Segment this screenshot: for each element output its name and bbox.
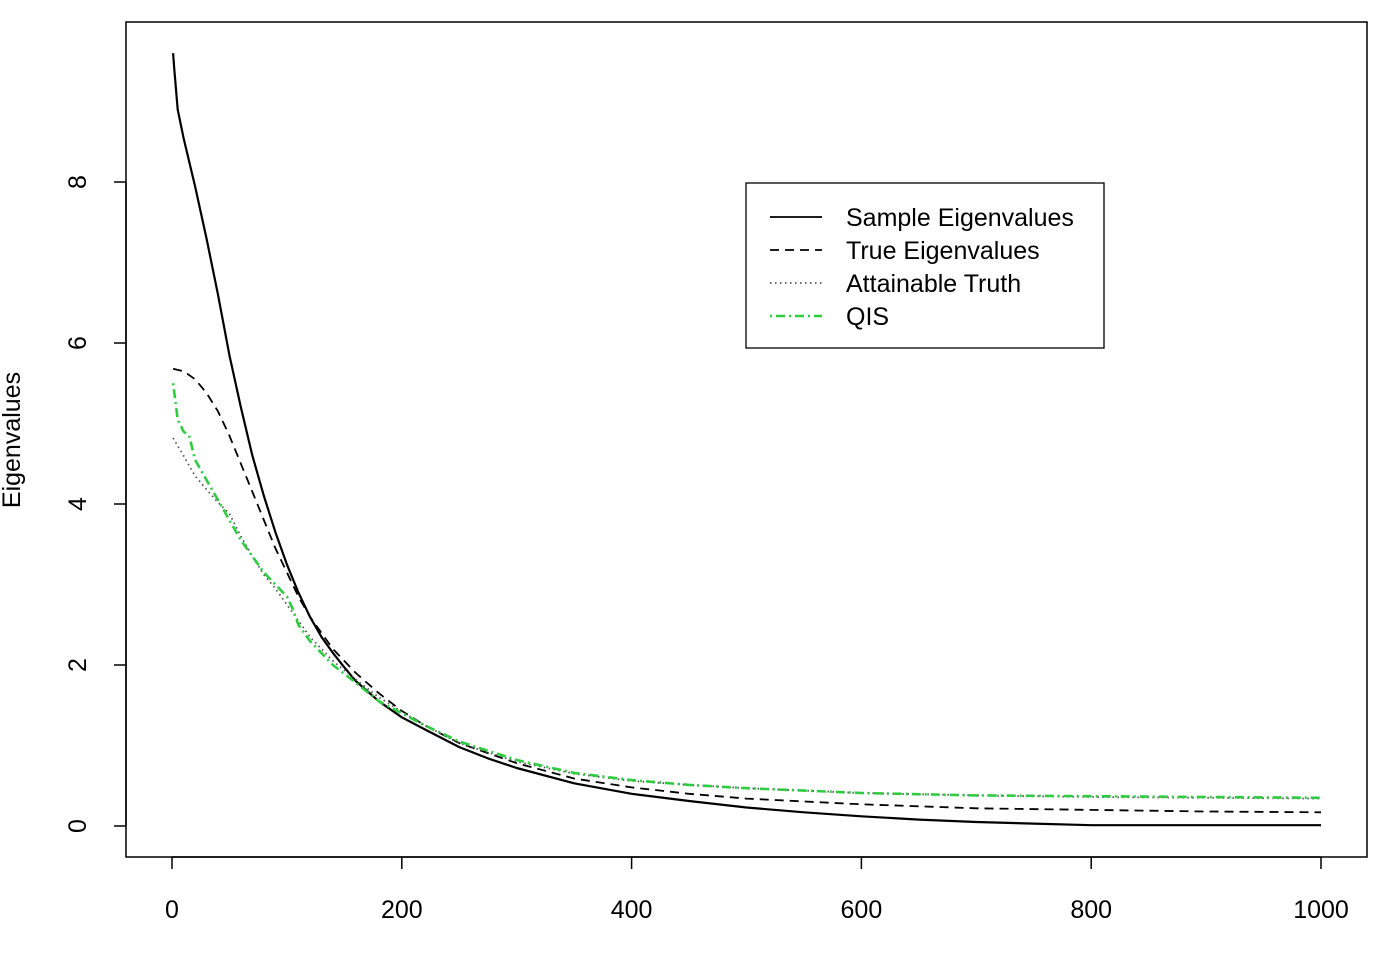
legend-label: Sample Eigenvalues: [846, 204, 1074, 232]
x-tick-label: 400: [611, 896, 653, 924]
legend-label: True Eigenvalues: [846, 237, 1040, 265]
legend-label: QIS: [846, 303, 889, 331]
series-layer: [171, 53, 1322, 827]
legend: Sample Eigenvalues True Eigenvalues Attain…: [745, 182, 1105, 349]
x-tick-label: 800: [1070, 896, 1112, 924]
x-axis: 0 200 400 600 800 1000: [165, 856, 1349, 924]
x-tick-label: 0: [165, 896, 179, 924]
y-tick-label: 4: [64, 497, 92, 511]
plot-frame: [125, 21, 1368, 858]
x-tick-label: 600: [841, 896, 883, 924]
y-tick-label: 2: [64, 658, 92, 672]
series-line-sample-eigenvalues: [172, 53, 1321, 827]
x-tick-label: 200: [381, 896, 423, 924]
y-axis-label: Eigenvalues: [0, 372, 26, 508]
y-tick-label: 8: [64, 175, 92, 189]
legend-label: Attainable Truth: [846, 270, 1021, 298]
series-line-attainable-truth: [172, 437, 1322, 800]
y-axis: 0 2 4 6 8: [64, 175, 127, 833]
x-tick-label: 1000: [1293, 896, 1349, 924]
y-tick-label: 6: [64, 336, 92, 350]
y-tick-label: 0: [64, 819, 92, 833]
series-line-qis: [171, 383, 1322, 800]
series-line-true-eigenvalues: [172, 367, 1322, 814]
legend-box: [745, 182, 1105, 349]
